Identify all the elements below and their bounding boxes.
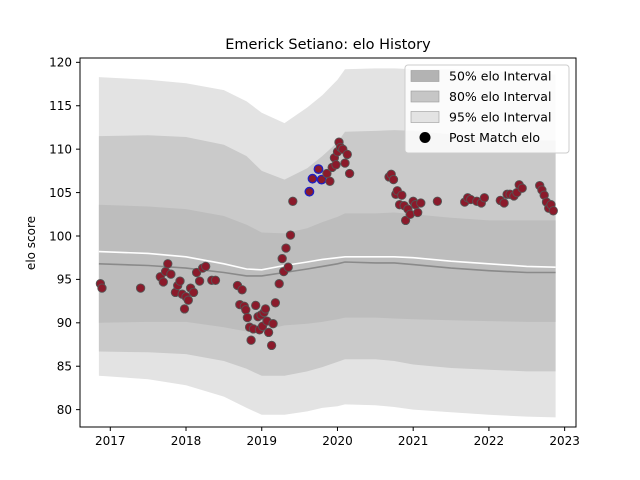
data-point (400, 215, 411, 226)
chart-title: Emerick Setiano: elo History (225, 37, 431, 53)
data-point (397, 190, 407, 200)
median-line (98, 261, 556, 277)
data-point (194, 276, 205, 286)
y-tick-label: 110 (49, 142, 72, 156)
data-point (499, 198, 509, 208)
x-tick-label: 2019 (246, 434, 277, 448)
data-point (344, 168, 355, 179)
data-point (388, 174, 399, 185)
y-tick-label: 90 (57, 316, 72, 330)
x-tick-label: 2022 (474, 434, 505, 448)
data-point (183, 295, 193, 305)
data-point (304, 186, 315, 197)
legend-swatch (410, 90, 440, 103)
data-point (188, 287, 199, 298)
data-point (158, 277, 168, 287)
legend-swatch (410, 111, 440, 123)
x-tick-label: 2017 (95, 434, 126, 448)
legend-label: Post Match elo (449, 130, 540, 145)
data-point (342, 149, 352, 160)
data-point (548, 206, 558, 216)
y-tick-label: 80 (57, 403, 72, 417)
x-tick-label: 2023 (549, 434, 580, 448)
x-axis-ticks: 2017 2018 2019 2020 2021 2022 2023 (95, 427, 580, 448)
data-point (413, 207, 423, 218)
data-point (479, 193, 490, 203)
data-point (135, 283, 146, 293)
data-point (322, 168, 332, 179)
data-point (210, 275, 221, 285)
legend-label: 80% elo Interval (449, 89, 551, 104)
y-tick-label: 85 (57, 360, 72, 374)
data-point (166, 269, 176, 279)
legend: 50% elo Interval 80% elo Interval 95% elo … (404, 64, 570, 154)
y-tick-label: 105 (49, 186, 72, 200)
data-point (340, 158, 350, 168)
data-point (288, 196, 298, 206)
data-point (241, 305, 251, 315)
data-point (260, 304, 271, 314)
data-point (405, 209, 415, 219)
data-point (251, 300, 261, 311)
x-tick-label: 2020 (322, 434, 353, 448)
y-tick-label: 120 (49, 56, 72, 70)
data-point (285, 230, 296, 240)
data-point (163, 259, 173, 269)
data-point (432, 196, 443, 206)
data-point (268, 319, 278, 329)
legend-box (404, 64, 570, 154)
data-point (331, 160, 341, 170)
trend-lines (98, 250, 556, 277)
post-match-points (95, 137, 558, 351)
data-point (283, 262, 293, 272)
data-point (270, 298, 281, 308)
legend-label: 50% elo Interval (449, 69, 551, 84)
plot-area (95, 68, 558, 418)
data-point (237, 285, 247, 295)
data-point (416, 198, 426, 208)
data-point (179, 304, 190, 314)
data-point (263, 327, 274, 338)
y-axis-ticks: 80 85 90 95 100 105 110 115 120 (49, 56, 80, 417)
axes-frame (79, 57, 577, 428)
data-point (246, 335, 256, 345)
data-point (325, 176, 335, 186)
data-point (517, 183, 527, 193)
data-point (281, 243, 291, 253)
data-point (313, 164, 324, 175)
data-point (201, 261, 211, 272)
legend-swatch (410, 70, 440, 82)
confidence-bands (98, 68, 556, 418)
legend-label: 95% elo Interval (449, 110, 551, 125)
y-axis-label: elo score (24, 216, 38, 270)
mean-line (98, 250, 556, 271)
data-point (175, 276, 185, 286)
data-point (242, 312, 253, 323)
y-tick-label: 95 (57, 273, 72, 287)
data-point (274, 279, 284, 289)
data-point (266, 340, 277, 351)
data-point (307, 173, 318, 184)
legend-marker (419, 132, 431, 143)
data-point (277, 253, 287, 264)
y-tick-label: 100 (49, 229, 72, 243)
x-tick-label: 2018 (171, 434, 202, 448)
x-tick-label: 2021 (398, 434, 429, 448)
band-50 (98, 204, 556, 332)
data-point (97, 283, 107, 293)
y-tick-label: 115 (49, 99, 72, 113)
